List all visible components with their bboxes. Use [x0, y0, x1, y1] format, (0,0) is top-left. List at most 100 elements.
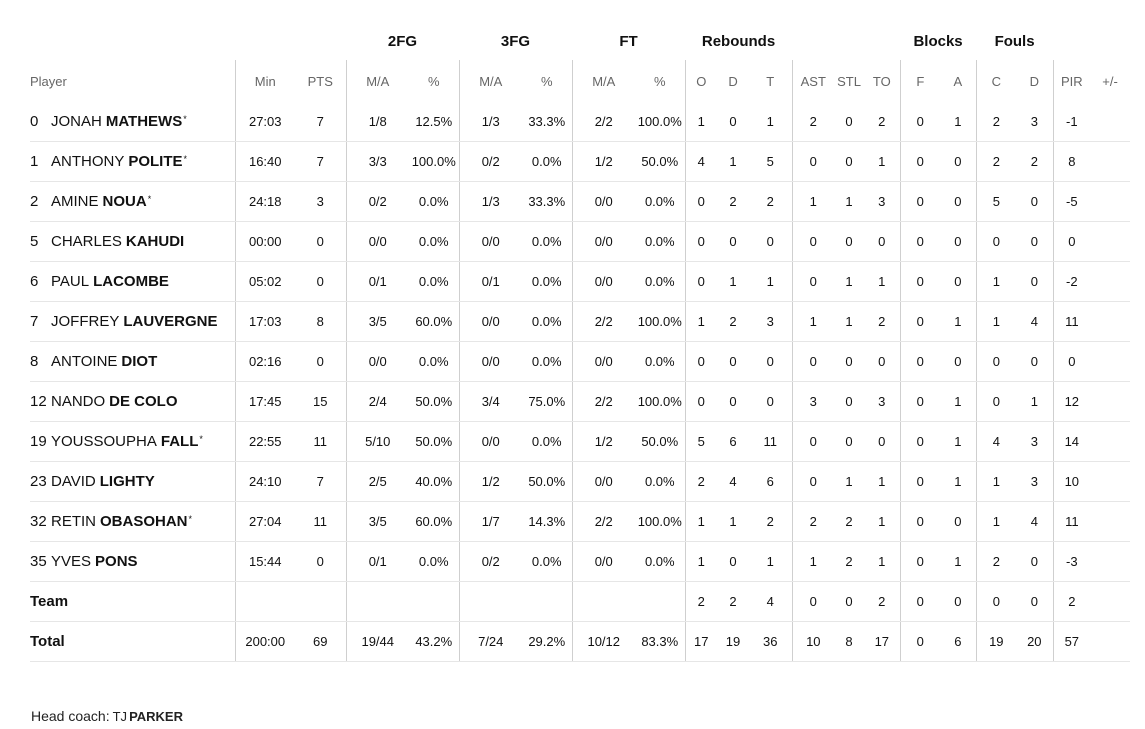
- team-fd: 0: [1016, 581, 1054, 622]
- header-reb-t: T: [766, 73, 775, 89]
- player-cell: 5 CHARLES KAHUDI: [30, 221, 235, 262]
- player-min: 17:45: [234, 381, 295, 422]
- group-player: [30, 22, 235, 60]
- player-fg3-pct: 0.0%: [522, 421, 572, 462]
- player-pm: [1090, 461, 1131, 502]
- team-fg2-pct: [409, 581, 459, 622]
- player-ast: 3: [791, 381, 835, 422]
- team-pm: [1090, 581, 1131, 622]
- player-a: 1: [940, 381, 977, 422]
- player-ft-ma: 0/0: [571, 181, 635, 222]
- header-foul-d: D: [1029, 73, 1039, 89]
- group-fouls: Fouls: [994, 32, 1035, 50]
- player-d: 1: [717, 501, 750, 542]
- player-fg2-ma: 2/4: [345, 381, 409, 422]
- player-to: 3: [864, 181, 901, 222]
- player-cell: 12 NANDO DE COLO: [30, 381, 235, 422]
- player-pts: 7: [295, 102, 346, 142]
- player-number: 32: [30, 513, 47, 530]
- group-2fg: 2FG: [387, 32, 418, 50]
- player-min: 24:18: [234, 181, 295, 222]
- player-last-name: MATHEWS: [105, 113, 183, 130]
- starter-mark: *: [199, 434, 203, 444]
- player-pts: 0: [295, 261, 346, 302]
- player-to: 1: [864, 541, 901, 582]
- head-coach-label: Head coach:: [31, 708, 110, 724]
- player-fg3-ma: 0/1: [458, 261, 522, 302]
- group-min-pts: [235, 22, 346, 60]
- player-f: 0: [899, 102, 941, 142]
- player-to: 0: [864, 341, 901, 382]
- player-first-name: JONAH: [51, 113, 102, 130]
- player-last-name: POLITE: [128, 153, 183, 170]
- player-t: 2: [749, 501, 793, 542]
- header-blk-f: F: [899, 60, 941, 102]
- player-last-name: KAHUDI: [125, 233, 185, 250]
- total-to: 17: [864, 621, 901, 662]
- player-d: 2: [717, 301, 750, 342]
- table-row: 12 NANDO DE COLO 17:45 15 2/4 50.0% 3/4 75.0% 2/2…: [30, 381, 1131, 422]
- player-to: 2: [864, 102, 901, 142]
- header-ast: AST: [791, 60, 835, 102]
- total-fg2-pct: 43.2%: [409, 621, 459, 662]
- player-stl: 2: [834, 541, 865, 582]
- header-2fg-pct: %: [427, 73, 440, 89]
- player-t: 2: [749, 181, 793, 222]
- total-d: 19: [717, 621, 750, 662]
- player-pm: [1090, 221, 1131, 262]
- total-fg3-pct: 29.2%: [522, 621, 572, 662]
- player-to: 1: [864, 261, 901, 302]
- player-min: 05:02: [234, 261, 295, 302]
- player-c: 2: [975, 541, 1017, 582]
- player-min: 17:03: [234, 301, 295, 342]
- starter-mark: *: [147, 194, 152, 204]
- player-to: 0: [864, 421, 901, 462]
- player-ast: 0: [791, 261, 835, 302]
- player-ft-ma: 2/2: [571, 501, 635, 542]
- player-first-name: ANTOINE: [51, 353, 118, 370]
- player-o: 0: [684, 341, 718, 382]
- team-o: 2: [684, 581, 718, 622]
- head-coach-first: TJ: [112, 709, 128, 724]
- player-a: 0: [940, 501, 977, 542]
- player-to: 1: [864, 141, 901, 182]
- player-first-name: CHARLES: [51, 233, 122, 250]
- player-f: 0: [899, 221, 941, 262]
- player-fg3-ma: 0/0: [458, 341, 522, 382]
- player-stl: 0: [834, 421, 865, 462]
- group-header-row: 2FG 3FG FT Rebounds Blocks Fouls: [30, 22, 1130, 60]
- player-fg3-pct: 0.0%: [522, 141, 572, 182]
- player-to: 3: [864, 381, 901, 422]
- header-blk-a: A: [953, 73, 963, 89]
- player-fg2-ma: 0/0: [345, 341, 409, 382]
- table-row: 5 CHARLES KAHUDI 00:00 0 0/0 0.0% 0/0 0.0% 0/0 0.0…: [30, 221, 1131, 262]
- player-ft-pct: 0.0%: [635, 181, 686, 222]
- player-min: 02:16: [234, 341, 295, 382]
- player-a: 1: [940, 541, 977, 582]
- player-f: 0: [899, 261, 941, 302]
- player-fg3-pct: 0.0%: [522, 261, 572, 302]
- player-number: 12: [30, 393, 47, 410]
- player-fg2-ma: 1/8: [345, 102, 409, 142]
- player-t: 11: [749, 421, 793, 462]
- team-stl: 0: [834, 581, 865, 622]
- player-f: 0: [899, 301, 941, 342]
- player-t: 5: [749, 141, 793, 182]
- player-f: 0: [899, 421, 941, 462]
- player-c: 1: [975, 461, 1017, 502]
- player-cell: 0 JONAH MATHEWS*: [30, 102, 235, 142]
- player-o: 2: [684, 461, 718, 502]
- column-header-row: Player Min PTS M/A % M/A % M/A % O D T A…: [30, 60, 1130, 102]
- player-d: 0: [717, 541, 750, 582]
- player-t: 1: [749, 261, 793, 302]
- player-fd: 3: [1016, 461, 1054, 502]
- table-row: 1 ANTHONY POLITE* 16:40 7 3/3 100.0% 0/2 0.0% 1/2…: [30, 141, 1131, 182]
- player-pts: 0: [295, 541, 346, 582]
- player-first-name: PAUL: [51, 273, 90, 290]
- player-c: 0: [975, 341, 1017, 382]
- player-ast: 0: [791, 141, 835, 182]
- player-o: 0: [684, 381, 718, 422]
- player-min: 27:04: [234, 501, 295, 542]
- player-pir: -3: [1052, 541, 1091, 582]
- player-ft-pct: 0.0%: [635, 341, 686, 382]
